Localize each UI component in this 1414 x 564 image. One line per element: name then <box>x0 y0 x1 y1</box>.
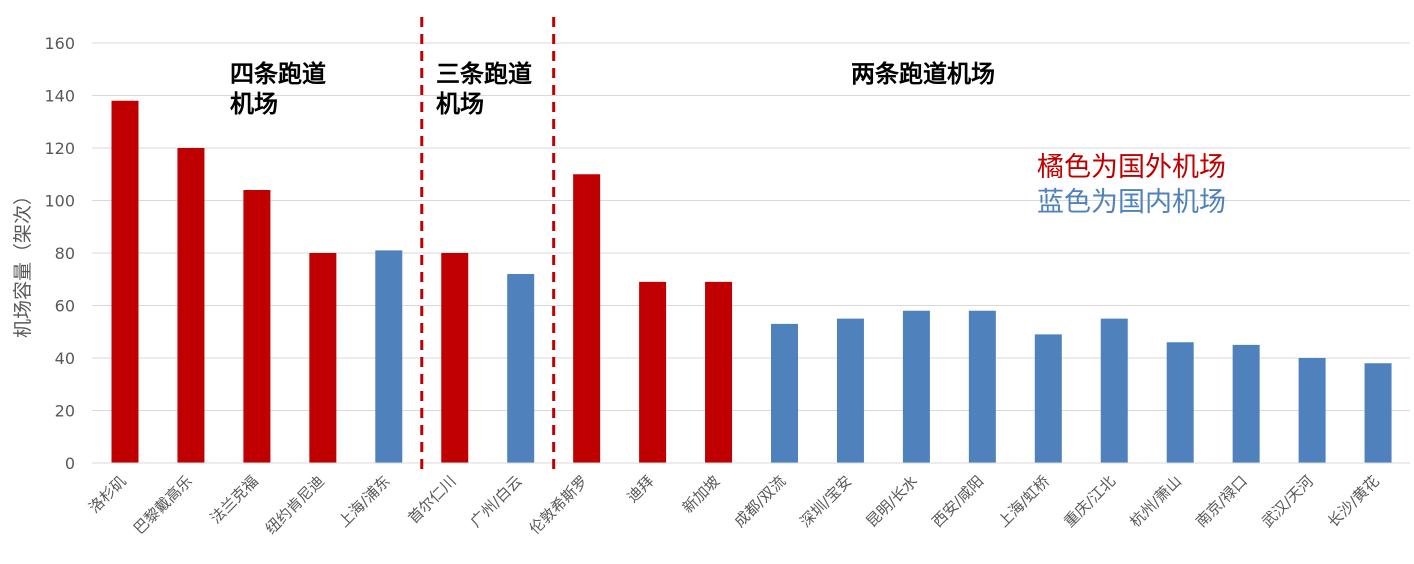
x-tick-label: 深圳/宝安 <box>797 472 856 531</box>
group-label-four-runways-line2: 机场 <box>230 90 278 118</box>
group-label-three-runways-line1: 三条跑道 <box>436 60 532 88</box>
group-dividers <box>420 17 556 476</box>
x-tick-label: 武汉/天河 <box>1258 472 1317 531</box>
x-tick-label: 南京/禄口 <box>1192 472 1251 531</box>
bar <box>639 281 667 463</box>
bar <box>507 274 535 463</box>
bar <box>243 190 271 463</box>
y-tick-label: 140 <box>44 87 75 106</box>
bar <box>705 281 733 463</box>
y-tick-label: 20 <box>55 402 75 421</box>
group-label-three-runways-line2: 机场 <box>436 90 484 118</box>
y-tick-label: 0 <box>65 454 75 473</box>
bar <box>177 148 205 463</box>
x-tick-label: 杭州/萧山 <box>1126 472 1185 531</box>
x-tick-label: 重庆/江北 <box>1060 472 1119 531</box>
bar <box>309 253 337 463</box>
bar <box>1232 344 1260 463</box>
group-label-four-runways-line1: 四条跑道 <box>230 60 326 88</box>
bar <box>1298 358 1326 463</box>
bars <box>111 100 1392 463</box>
x-tick-label: 伦敦希斯罗 <box>526 472 592 538</box>
group-label-two-runways: 两条跑道机场 <box>851 60 995 88</box>
bar <box>441 253 469 463</box>
y-tick-label: 40 <box>55 349 75 368</box>
x-tick-label: 长沙/黄花 <box>1324 472 1383 531</box>
legend-foreign: 橘色为国外机场 <box>1037 152 1226 183</box>
bar <box>1166 342 1194 463</box>
bar <box>111 100 139 463</box>
bar <box>375 250 403 463</box>
x-tick-label: 西安/咸阳 <box>928 472 987 531</box>
y-tick-label: 160 <box>44 34 75 53</box>
x-tick-label: 广州/白云 <box>467 472 526 531</box>
x-axis-categories: 洛杉矶 巴黎戴高乐 法兰克福 纽约肯尼迪 上海/浦东 首尔仁川 广州/白云 伦敦希斯罗 迪拜 新加… <box>85 472 1383 538</box>
gridlines <box>92 42 1410 411</box>
bar <box>968 310 996 463</box>
x-tick-label: 巴黎戴高乐 <box>130 472 196 538</box>
bar <box>902 310 930 463</box>
bar <box>771 323 798 463</box>
y-tick-label: 120 <box>44 139 75 158</box>
bar <box>836 318 864 463</box>
y-tick-label: 60 <box>55 297 75 316</box>
y-tick-label: 100 <box>44 192 75 211</box>
y-tick-label: 80 <box>55 244 75 263</box>
bar <box>573 174 601 463</box>
x-tick-label: 法兰克福 <box>207 472 262 527</box>
x-tick-label: 上海/浦东 <box>335 472 394 531</box>
x-tick-label: 成都/双流 <box>731 472 790 531</box>
y-axis-ticks: 0 20 40 60 80 100 120 140 160 <box>44 34 75 473</box>
x-tick-label: 迪拜 <box>623 472 657 506</box>
x-tick-label: 上海/虹桥 <box>994 472 1053 531</box>
x-tick-label: 新加坡 <box>679 472 724 517</box>
bar <box>1100 318 1128 463</box>
x-tick-label: 昆明/长水 <box>862 472 921 531</box>
x-tick-label: 首尔仁川 <box>404 472 459 527</box>
x-tick-label: 洛杉矶 <box>85 472 130 517</box>
y-axis-label: 机场容量（架次） <box>12 186 34 338</box>
bar <box>1034 334 1062 463</box>
legend-domestic: 蓝色为国内机场 <box>1037 187 1226 218</box>
x-tick-label: 纽约肯尼迪 <box>262 472 328 538</box>
bar <box>1364 363 1392 463</box>
